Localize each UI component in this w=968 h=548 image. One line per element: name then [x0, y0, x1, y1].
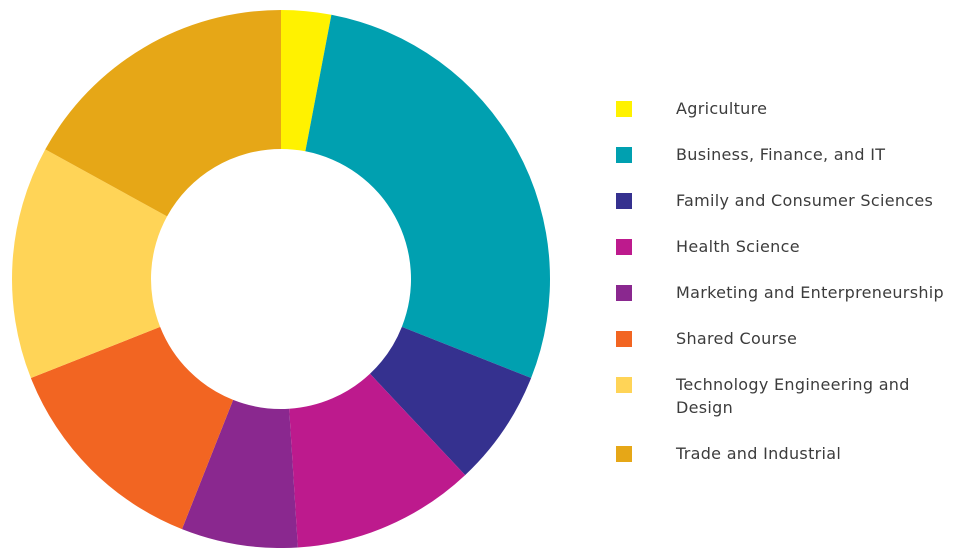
- donut-slice: [281, 10, 332, 152]
- legend-swatch: [616, 377, 632, 393]
- donut-slice: [45, 10, 282, 217]
- legend-swatch: [616, 446, 632, 462]
- legend-swatch: [616, 101, 632, 117]
- legend-item: Business, Finance, and IT: [616, 143, 956, 166]
- legend-item: Health Science: [616, 235, 956, 258]
- legend-swatch: [616, 331, 632, 347]
- legend-label: Trade and Industrial: [676, 444, 842, 463]
- legend: Agriculture Business, Finance, and IT Fami…: [616, 97, 956, 488]
- legend-label: Technology Engineering and Design: [676, 375, 910, 417]
- legend-swatch: [616, 147, 632, 163]
- chart: [12, 10, 550, 548]
- donut-slice: [181, 399, 298, 548]
- legend-item: Marketing and Enterpreneurship: [616, 281, 956, 304]
- donut-slice: [12, 149, 168, 379]
- donut-slice: [30, 326, 234, 530]
- legend-item: Agriculture: [616, 97, 956, 120]
- legend-label: Agriculture: [676, 99, 768, 118]
- donut-slice: [289, 373, 466, 548]
- legend-item: Shared Course: [616, 327, 956, 350]
- donut-slice: [369, 326, 532, 476]
- legend-label: Family and Consumer Sciences: [676, 191, 934, 210]
- legend-swatch: [616, 239, 632, 255]
- legend-label: Shared Course: [676, 329, 798, 348]
- legend-swatch: [616, 285, 632, 301]
- legend-label: Business, Finance, and IT: [676, 145, 886, 164]
- legend-item: Family and Consumer Sciences: [616, 189, 956, 212]
- legend-item: Trade and Industrial: [616, 442, 956, 465]
- donut-slice: [305, 14, 550, 379]
- legend-item: Technology Engineering and Design: [616, 373, 956, 419]
- legend-label: Marketing and Enterpreneurship: [676, 283, 944, 302]
- legend-label: Health Science: [676, 237, 800, 256]
- legend-swatch: [616, 193, 632, 209]
